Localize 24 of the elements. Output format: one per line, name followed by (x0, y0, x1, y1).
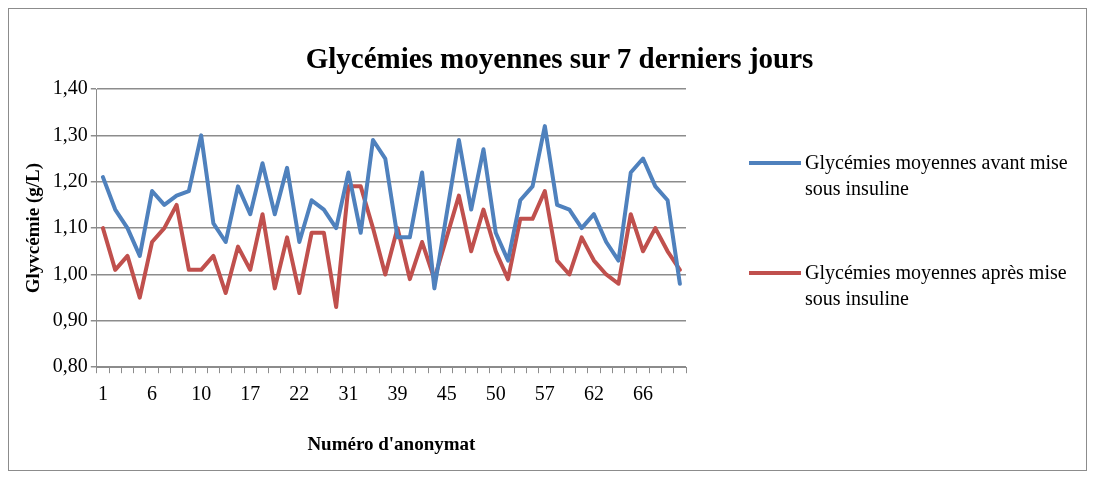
y-tick-label: 0,90 (52, 308, 88, 331)
y-axis-title: Glyvcémie (g/L) (22, 162, 45, 294)
x-tick-label: 66 (633, 382, 654, 405)
y-tick-label: 1,30 (52, 122, 88, 145)
x-tick-label: 17 (240, 382, 261, 405)
y-tick-label: 1,00 (52, 261, 88, 284)
legend-label: Glycémies moyennes après mise sous insuline (805, 260, 1068, 311)
x-tick-label: 57 (534, 382, 555, 405)
x-axis-title: Numéro d'anonymat (307, 432, 477, 454)
y-tick-label: 0,80 (52, 354, 88, 377)
legend-label: Glycémies moyennes avant mise sous insuline (805, 150, 1069, 201)
x-tick-label: 22 (289, 382, 310, 405)
y-tick-label: 1,10 (52, 215, 88, 238)
y-tick-label: 1,20 (52, 168, 88, 191)
y-tick-label: 1,40 (52, 76, 88, 99)
x-tick-label: 45 (436, 382, 457, 405)
x-tick-label: 10 (191, 382, 212, 405)
x-tick-label: 31 (338, 382, 359, 405)
x-tick-label: 62 (583, 382, 604, 405)
chart-title: Glycémies moyennes sur 7 derniers jours (305, 42, 814, 75)
x-tick-label: 39 (387, 382, 408, 405)
x-tick-label: 1 (97, 382, 108, 405)
x-tick-label: 6 (147, 382, 158, 405)
x-tick-label: 50 (485, 382, 506, 405)
